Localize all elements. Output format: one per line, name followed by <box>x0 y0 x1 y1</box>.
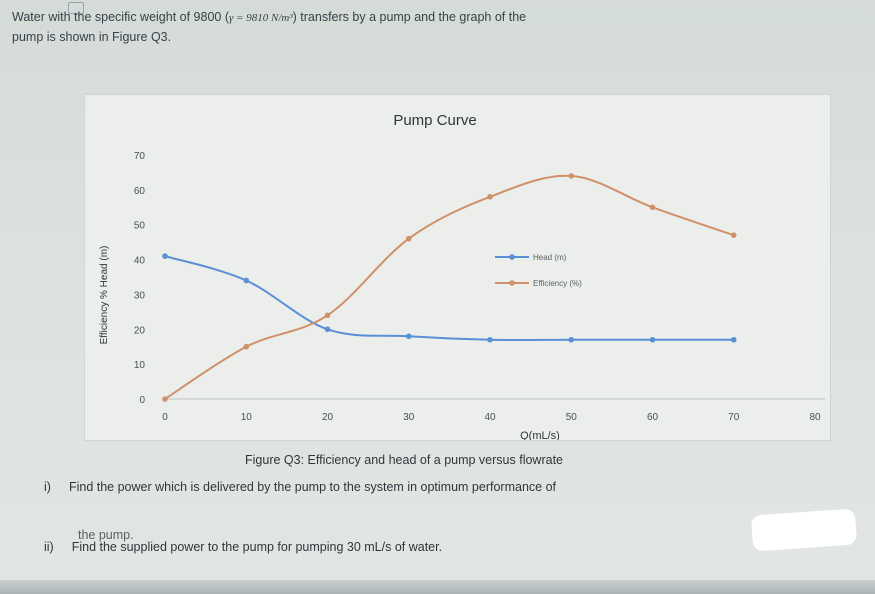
data-point-series-1 <box>730 336 737 343</box>
data-point-series-2 <box>487 194 493 200</box>
x-tick-label: 80 <box>809 412 821 423</box>
x-tick-label: 0 <box>162 412 168 423</box>
pump-curve-chart: Pump Curve 0 10 20 30 40 50 60 70 0 10 20 30 40 50 60 70… <box>85 95 830 440</box>
intro-text-a: Water with the specific weight of 9800 ( <box>12 10 229 24</box>
x-tick-label: 40 <box>484 412 496 423</box>
data-point-series-2 <box>162 396 168 402</box>
intro-line-2: pump is shown in Figure Q3. <box>12 30 172 44</box>
x-axis-label: Q(mL/s) <box>520 430 560 440</box>
data-point-series-1 <box>649 336 656 343</box>
data-point-series-1 <box>162 253 168 259</box>
intro-text-b: ) transfers by a pump and the graph of t… <box>292 10 527 24</box>
data-point-series-1 <box>324 326 331 333</box>
series-line-2 <box>164 174 735 400</box>
data-point-series-1 <box>405 333 412 340</box>
x-tick-label: 30 <box>403 412 415 423</box>
data-point-series-2 <box>243 343 250 350</box>
y-tick-label: 50 <box>134 221 146 232</box>
y-tick-label: 10 <box>134 360 146 371</box>
legend-marker-1 <box>509 254 515 260</box>
data-point-series-1 <box>487 336 493 343</box>
chart-title: Pump Curve <box>393 112 476 129</box>
question-1-marker: i) <box>44 480 51 494</box>
y-tick-label: 40 <box>134 256 146 267</box>
y-tick-label: 0 <box>139 395 145 406</box>
data-point-series-2 <box>324 312 331 319</box>
specific-weight-formula: γ = 9810 N/m³ <box>229 12 293 24</box>
data-point-series-1 <box>568 336 575 343</box>
data-point-series-2 <box>405 235 412 242</box>
x-tick-label: 70 <box>728 412 740 423</box>
data-point-series-2 <box>568 173 575 179</box>
question-1-continuation: the pump. <box>78 528 134 542</box>
question-1-text: Find the power which is delivered by the… <box>68 480 556 494</box>
problem-statement: Water with the specific weight of 9800 (… <box>12 8 862 47</box>
intro-line-1: Water with the specific weight of 9800 (… <box>12 8 862 28</box>
question-2-text: Find the supplied power to the pump for … <box>71 540 443 554</box>
y-tick-label: 30 <box>134 290 146 301</box>
x-tick-label: 20 <box>322 412 334 423</box>
y-axis-label: Efficiency % Head (m) <box>99 246 110 345</box>
data-point-series-2 <box>649 204 656 211</box>
y-tick-label: 60 <box>134 186 146 197</box>
x-tick-label: 10 <box>241 412 253 423</box>
window-icon <box>68 2 84 14</box>
screen-bezel <box>0 580 875 594</box>
x-tick-label: 50 <box>566 412 578 423</box>
legend-marker-2 <box>509 280 515 286</box>
x-tick-label: 60 <box>647 412 659 423</box>
question-2-marker: ii) <box>44 540 54 554</box>
y-tick-label: 20 <box>134 325 146 336</box>
chart-svg: Pump Curve 0 10 20 30 40 50 60 70 0 10 20 30 40 50 60 70… <box>99 112 825 440</box>
question-2: ii) Find the supplied power to the pump f… <box>44 540 442 554</box>
legend-label-2: Efficiency (%) <box>533 279 582 288</box>
question-1: i) Find the power which is delivered by t… <box>44 480 556 494</box>
data-point-series-2 <box>730 232 737 238</box>
data-point-series-1 <box>243 277 250 284</box>
redaction-scribble <box>750 508 858 552</box>
figure-caption: Figure Q3: Efficiency and head of a pump… <box>245 453 563 467</box>
y-tick-label: 70 <box>134 151 146 162</box>
series-line-1 <box>164 255 734 341</box>
legend-label-1: Head (m) <box>533 253 567 262</box>
